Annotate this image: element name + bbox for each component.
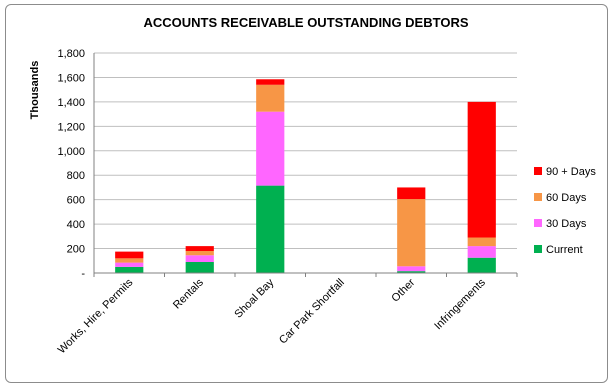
y-tick-labels: - 200 400 600 800 1,000 1,200 1,400 1,600 1,800 — [57, 48, 85, 280]
x-tick-label: Works, Hire, Permits — [56, 276, 136, 356]
y-tick-label: 1,400 — [57, 97, 85, 109]
x-tick-label: Infringements — [432, 276, 488, 332]
bar-segment — [256, 186, 284, 273]
legend-swatch — [534, 245, 542, 253]
bar-segment — [115, 267, 143, 273]
y-tick-label: - — [81, 268, 85, 280]
legend-swatch — [534, 219, 542, 227]
x-tick-label: Other — [389, 276, 417, 304]
bar-segment — [468, 258, 496, 273]
bar-segment — [115, 258, 143, 262]
bar-segment — [468, 102, 496, 238]
x-tick-label: Car Park Shortfall — [277, 277, 347, 347]
bar-segment — [397, 187, 425, 199]
axes — [94, 53, 517, 277]
y-tick-label: 1,800 — [57, 48, 85, 60]
bar-segment — [115, 252, 143, 259]
legend-label: 90 + Days — [546, 166, 596, 178]
y-tick-label: 600 — [67, 195, 85, 207]
y-tick-label: 1,000 — [57, 146, 85, 158]
bars — [115, 79, 496, 273]
bar-segment — [256, 79, 284, 85]
y-tick-label: 1,600 — [57, 72, 85, 84]
legend-label: 30 Days — [546, 218, 587, 230]
legend-label: Current — [546, 244, 583, 256]
x-tick-label: Rentals — [171, 276, 206, 311]
bar-segment — [256, 112, 284, 186]
legend: 90 + Days 60 Days 30 Days Current — [534, 166, 596, 256]
bar-segment — [468, 238, 496, 247]
legend-swatch — [534, 167, 542, 175]
y-tick-label: 400 — [67, 219, 85, 231]
y-tick-label: 200 — [67, 244, 85, 256]
x-tick-labels: Works, Hire, Permits Rentals Shoal Bay Car … — [56, 276, 488, 356]
y-tick-label: 800 — [67, 170, 85, 182]
x-tick-label: Shoal Bay — [232, 276, 276, 320]
legend-swatch — [534, 193, 542, 201]
bar-segment — [115, 263, 143, 267]
bar-segment — [186, 255, 214, 262]
bar-segment — [468, 246, 496, 258]
chart-title: ACCOUNTS RECEIVABLE OUTSTANDING DEBTORS — [143, 15, 468, 30]
bar-segment — [256, 85, 284, 112]
bar-segment — [186, 246, 214, 251]
y-axis-label: Thousands — [29, 61, 41, 120]
gridlines — [94, 53, 517, 273]
legend-label: 60 Days — [546, 192, 587, 204]
y-tick-label: 1,200 — [57, 121, 85, 133]
bar-segment — [186, 262, 214, 273]
bar-segment — [186, 251, 214, 255]
bar-segment — [397, 266, 425, 271]
bar-segment — [397, 199, 425, 266]
